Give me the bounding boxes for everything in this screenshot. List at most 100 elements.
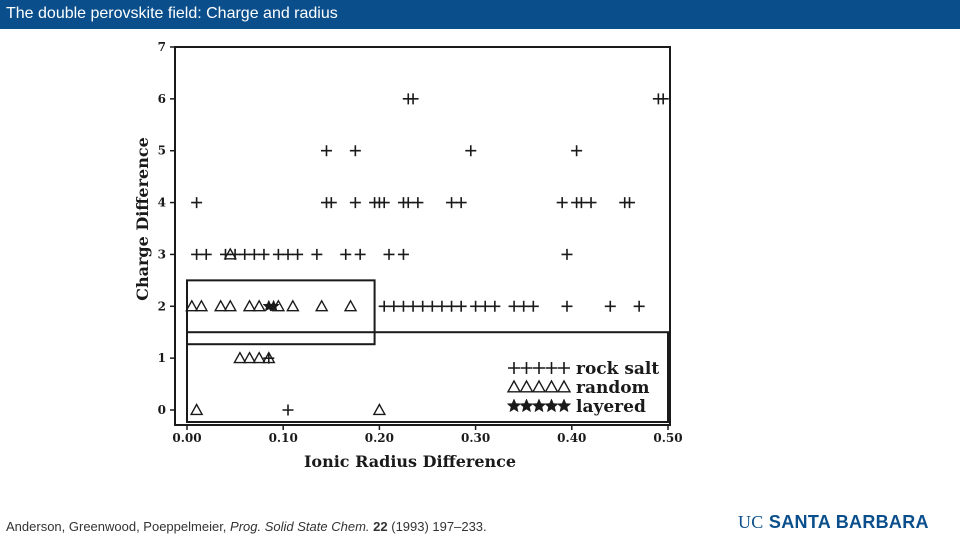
legend-marker (533, 362, 545, 374)
data-point (388, 300, 400, 312)
data-point (233, 351, 247, 364)
data-point (311, 248, 323, 260)
data-point (508, 300, 520, 312)
x-axis-label: Ionic Radius Difference (304, 452, 516, 471)
legend-item-random: random (506, 378, 650, 398)
data-point (354, 248, 366, 260)
data-point (286, 299, 300, 312)
logo-uc: UC (738, 512, 764, 532)
legend-marker (556, 379, 572, 393)
data-point (282, 404, 294, 416)
data-point (561, 248, 573, 260)
title-bar: The double perovskite field: Charge and … (0, 0, 960, 29)
data-point (446, 300, 458, 312)
data-point (470, 300, 482, 312)
data-point (242, 299, 257, 312)
x-tick-label: 0.10 (269, 431, 298, 445)
data-point (242, 351, 257, 364)
region-box-1 (186, 331, 669, 424)
data-point (252, 351, 266, 364)
y-tick-label: 7 (158, 40, 166, 54)
data-point (223, 247, 237, 260)
y-tick-label: 5 (158, 144, 166, 158)
region-outlines (186, 279, 669, 424)
data-point (189, 403, 204, 416)
data-point (518, 300, 530, 312)
y-tick-label: 6 (158, 92, 166, 106)
data-point (258, 248, 270, 260)
plot-frame (174, 46, 671, 426)
x-tick-label: 0.40 (557, 431, 586, 445)
x-tick-label: 0.00 (172, 431, 201, 445)
series-layered (262, 299, 280, 312)
data-point (455, 197, 467, 209)
x-tick-label: 0.50 (653, 431, 682, 445)
legend-marker (544, 379, 559, 393)
data-point (378, 300, 390, 312)
data-point (407, 93, 419, 105)
axes: 0.00 0.10 0.20 0.30 0.40 0.50 0 1 2 3 4 5 6 7 (158, 40, 683, 445)
citation-volume: 22 (373, 519, 388, 534)
data-point (349, 197, 361, 209)
data-point (200, 248, 212, 260)
legend-label: layered (576, 397, 646, 417)
data-point (272, 248, 284, 260)
data-point (556, 197, 568, 209)
data-point (325, 197, 337, 209)
data-point (397, 300, 409, 312)
data-point (657, 93, 669, 105)
data-marks (185, 93, 669, 416)
data-point (194, 299, 209, 312)
data-point (489, 300, 501, 312)
data-point (191, 197, 203, 209)
data-point (604, 300, 616, 312)
citation: Anderson, Greenwood, Poeppelmeier, Prog.… (6, 519, 487, 534)
x-tick-label: 0.30 (461, 431, 490, 445)
data-point (349, 145, 361, 157)
region-box-0 (186, 279, 376, 346)
data-point (282, 248, 294, 260)
legend-label: random (576, 378, 650, 398)
legend-marker (556, 398, 572, 413)
data-point (446, 197, 458, 209)
legend-marker (519, 398, 534, 413)
data-point (239, 248, 251, 260)
data-point (417, 300, 429, 312)
data-point (633, 300, 645, 312)
citation-pages: (1993) 197–233. (391, 519, 487, 534)
data-point (262, 351, 276, 364)
data-point (455, 300, 467, 312)
data-point (571, 145, 583, 157)
data-point (223, 299, 237, 312)
y-tick-label: 3 (158, 247, 166, 261)
data-point (267, 299, 280, 312)
legend-label: rock salt (576, 359, 659, 379)
legend-marker (531, 379, 547, 393)
slide-title: The double perovskite field: Charge and … (6, 5, 338, 22)
y-tick-label: 1 (158, 351, 166, 365)
data-point (378, 197, 390, 209)
data-point (320, 145, 332, 157)
legend-marker (506, 379, 522, 393)
data-point (314, 299, 329, 312)
series-random (185, 247, 387, 416)
legend-marker (545, 362, 558, 374)
citation-journal: Prog. Solid State Chem. (230, 519, 370, 534)
series-rock-salt (191, 93, 669, 416)
legend-item-rock-salt: rock salt (508, 359, 659, 379)
x-tick-label: 0.20 (365, 431, 394, 445)
data-point (561, 300, 573, 312)
data-point (340, 248, 352, 260)
data-point (383, 248, 395, 260)
data-point (585, 197, 597, 209)
data-point (624, 197, 636, 209)
data-point (479, 300, 491, 312)
y-axis-label: Charge Difference (133, 137, 152, 301)
legend-marker (519, 379, 534, 393)
ucsb-logo: UC SANTA BARBARA (738, 512, 929, 533)
legend-marker (506, 398, 522, 413)
data-point (465, 145, 477, 157)
data-point (248, 248, 260, 260)
